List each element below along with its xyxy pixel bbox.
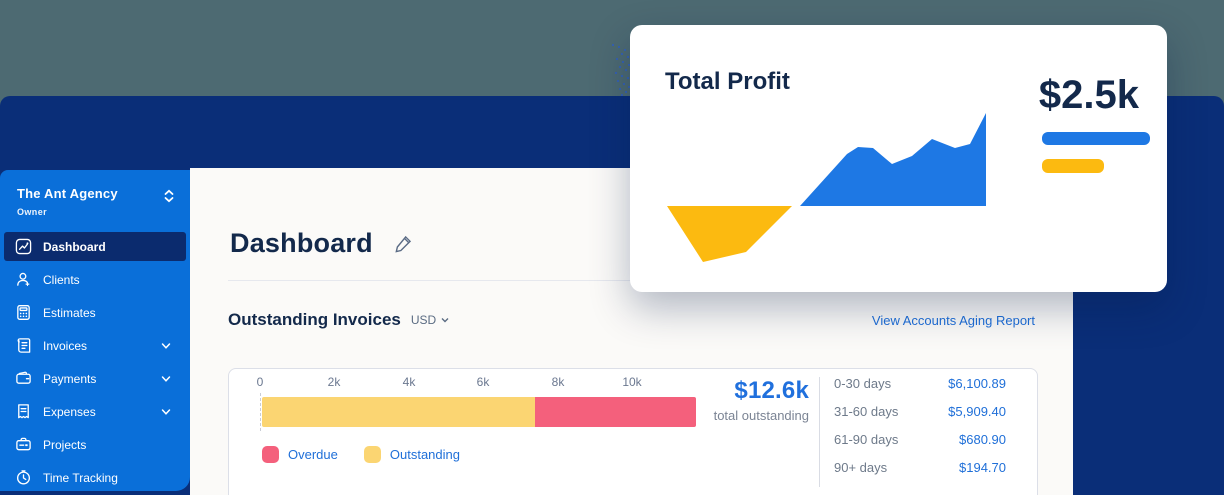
table-row: 0-30 days $6,100.89 [834,369,1006,397]
outstanding-legend-label: Outstanding [389,447,460,462]
chevron-up-down-icon [164,189,174,203]
currency-label: USD [410,313,437,327]
sidebar-item-label: Estimates [43,305,96,320]
total-outstanding-caption: total outstanding [713,408,809,423]
profit-blue-bar [1042,132,1150,145]
aging-amount[interactable]: $194.70 [959,459,1006,475]
invoices-icon [15,337,32,354]
chevron-down-icon [161,409,171,415]
sidebar-item-label: Dashboard [43,239,106,254]
panel-divider [819,377,820,487]
edit-pencil-icon[interactable] [393,233,414,254]
workspace-switcher[interactable]: The Ant Agency Owner [0,170,190,223]
expenses-icon [15,403,32,420]
profit-card-title: Total Profit [665,68,790,95]
overdue-legend-label: Overdue [288,447,338,462]
sidebar-item-estimates[interactable]: Estimates [4,298,186,327]
profit-area-chart [667,113,986,262]
table-row: 90+ days $194.70 [834,453,1006,481]
sidebar-item-invoices[interactable]: Invoices [4,331,186,360]
chevron-down-icon [441,318,449,323]
aging-amount[interactable]: $680.90 [959,431,1006,447]
table-row: 31-60 days $5,909.40 [834,397,1006,425]
chevron-down-icon [161,343,171,349]
view-aging-report-link[interactable]: View Accounts Aging Report [871,312,1035,328]
sidebar-item-label: Payments [43,371,97,386]
aging-amount[interactable]: $6,100.89 [948,375,1006,391]
estimates-icon [15,304,32,321]
outstanding-swatch [363,446,381,463]
bar-segment-overdue[interactable] [535,397,696,427]
aging-range: 61-90 days [834,431,899,447]
payments-icon [15,370,32,387]
currency-selector[interactable]: USD [411,313,450,327]
total-profit-card: Total Profit $2.5k [630,25,1167,292]
page-title: Dashboard [230,228,373,258]
aging-table: 0-30 days $6,100.89 31-60 days $5,909.40… [834,369,1006,481]
workspace-role: Owner [17,207,48,217]
axis-tick: 4k [402,375,416,389]
dashboard-icon [15,238,32,255]
bar-segment-outstanding[interactable] [262,397,535,427]
clients-icon [15,271,32,288]
chart-legend: Overdue Outstanding [262,446,486,463]
sidebar-item-dashboard[interactable]: Dashboard [4,232,186,261]
sidebar-item-label: Projects [43,437,87,452]
axis-tick: 0 [256,375,264,389]
projects-icon [15,436,32,453]
outstanding-invoices-panel: 0 2k 4k 6k 8k 10k Overdue Outstanding [228,368,1038,495]
aging-range: 90+ days [834,459,888,475]
sidebar-nav: Dashboard Clients Estimates [0,232,190,491]
dots-decoration [612,44,614,46]
axis-tick: 2k [327,375,341,389]
aging-range: 0-30 days [834,375,892,391]
profit-card-value: $2.5k [1038,73,1139,117]
overdue-swatch [262,446,279,463]
total-outstanding-value: $12.6k [734,377,809,404]
workspace-name: The Ant Agency [17,186,118,201]
total-outstanding-summary: $12.6k total outstanding [659,377,809,423]
sidebar-item-label: Time Tracking [43,470,118,485]
axis-zero-guide [260,393,261,431]
chevron-down-icon [161,376,171,382]
sidebar-item-projects[interactable]: Projects [4,430,186,459]
table-row: 61-90 days $680.90 [834,425,1006,453]
section-title: Outstanding Invoices [228,310,401,329]
sidebar-item-label: Clients [43,272,80,287]
sidebar: The Ant Agency Owner Dashboard [0,170,190,491]
profit-yellow-bar [1042,159,1104,173]
sidebar-item-clients[interactable]: Clients [4,265,186,294]
sidebar-item-label: Expenses [43,404,96,419]
sidebar-item-label: Invoices [43,338,88,353]
sidebar-item-payments[interactable]: Payments [4,364,186,393]
time-tracking-icon [15,469,32,486]
axis-tick: 10k [622,375,642,389]
axis-tick: 6k [476,375,490,389]
aging-amount[interactable]: $5,909.40 [948,403,1006,419]
sidebar-item-expenses[interactable]: Expenses [4,397,186,426]
aging-range: 31-60 days [834,403,899,419]
sidebar-item-time-tracking[interactable]: Time Tracking [4,463,186,491]
axis-tick: 8k [551,375,565,389]
stacked-bar[interactable] [262,397,696,427]
